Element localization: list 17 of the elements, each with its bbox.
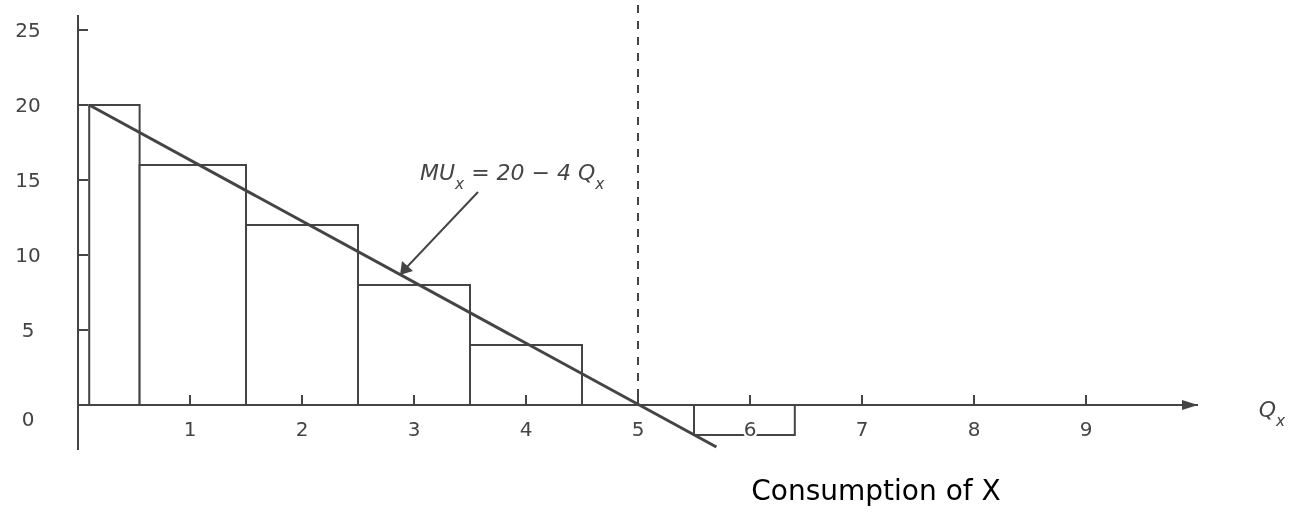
x-tick-label: 9 (1079, 417, 1093, 441)
y-tick-label: 5 (21, 318, 35, 342)
y-tick-label: 0 (21, 407, 35, 431)
x-tick-label: 2 (295, 417, 309, 441)
y-tick-label: 15 (15, 168, 41, 192)
x-tick-label: 4 (519, 417, 533, 441)
x-axis-title: Q$_{x}$ (1258, 397, 1287, 430)
x-tick-label: 8 (967, 417, 981, 441)
x-tick-label: 3 (407, 417, 421, 441)
y-tick-label: 10 (15, 243, 41, 267)
text: Consumption of X (751, 474, 1001, 507)
y-tick-label: 25 (15, 18, 41, 42)
x-tick-label: 1 (183, 417, 197, 441)
x-tick-label: 7 (855, 417, 869, 441)
x-tick-label: 5 (631, 417, 645, 441)
annotation: MU$_{x}$ = 20 − 4 Q$_{x}$ (420, 160, 606, 193)
y-tick-label: 20 (15, 93, 41, 117)
